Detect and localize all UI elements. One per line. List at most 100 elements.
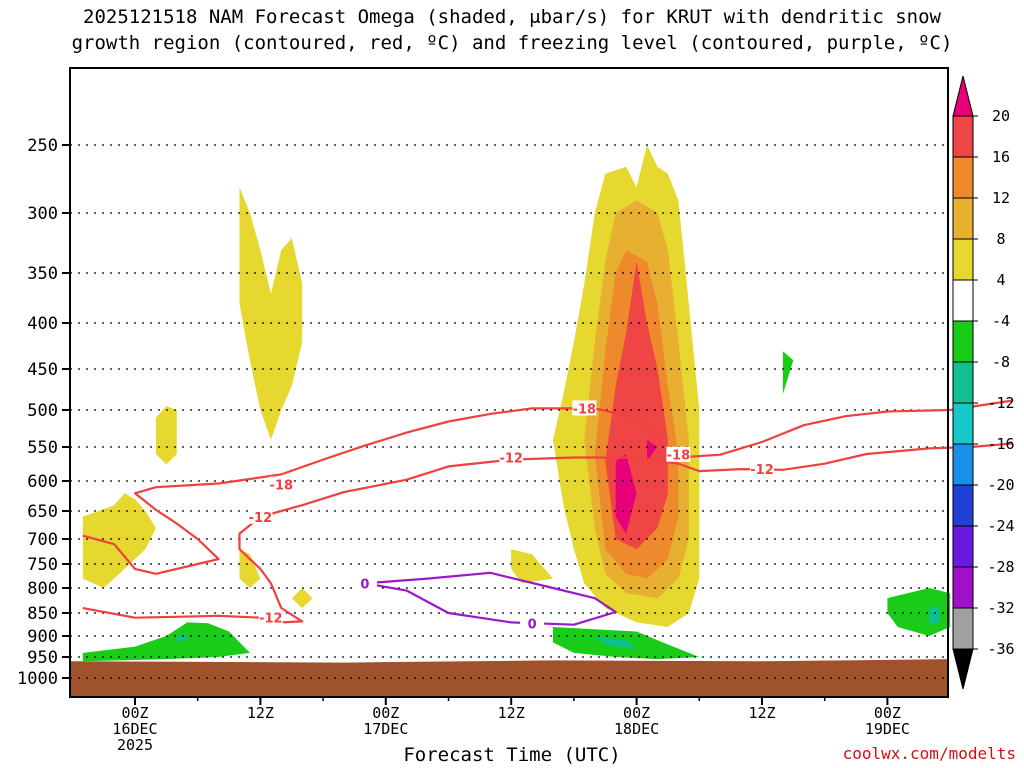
omega-region-green <box>82 622 250 662</box>
omega-region-teal <box>176 633 188 642</box>
credit-link[interactable]: coolwx.com/modelts <box>842 744 1016 763</box>
contour-label-bg <box>666 446 691 462</box>
x-tick-label: 12Z <box>748 704 775 722</box>
colorbar-label: 16 <box>992 148 1010 166</box>
y-tick-label: 900 <box>27 627 58 647</box>
omega-region-magenta <box>647 439 658 461</box>
x-tick-label: 00Z <box>874 704 901 722</box>
contour-label: -12 <box>750 463 774 478</box>
colorbar-segment <box>952 607 974 650</box>
colorbar-segment <box>952 156 974 199</box>
colorbar-label: 20 <box>992 107 1010 125</box>
y-tick-label: 400 <box>27 314 58 334</box>
x-tick-label: 00Z <box>623 704 650 722</box>
colorbar-label: -16 <box>987 435 1014 453</box>
ground-fill <box>70 659 948 697</box>
y-tick-label: 500 <box>27 401 58 421</box>
omega-region-teal <box>594 636 637 649</box>
ground-layer <box>70 659 948 697</box>
contour-label-bg <box>750 461 774 477</box>
y-tick-label: 950 <box>27 648 58 668</box>
colorbar-segment <box>952 115 974 158</box>
contour-label: -18 <box>270 479 294 494</box>
y-tick-label: 250 <box>27 136 58 156</box>
contour-freezing-0 <box>364 571 617 626</box>
colorbar-segment <box>952 361 974 404</box>
colorbar-segment <box>952 279 974 322</box>
omega-region-yellow <box>239 187 303 440</box>
contour-label: 0 <box>360 577 369 592</box>
y-tick-label: 700 <box>27 530 58 550</box>
colorbar-label: -24 <box>987 517 1014 535</box>
contours: -12 -12 -18 -18 -18 -12 -12 0 0 <box>82 399 1013 632</box>
colorbar-label: -8 <box>992 353 1010 371</box>
colorbar-label: 4 <box>996 271 1005 289</box>
x-axis-label: Forecast Time (UTC) <box>403 744 621 766</box>
contour-dendritic--18 <box>82 399 1013 575</box>
chart-title-line-2: growth region (contoured, red, ºC) and f… <box>71 32 953 54</box>
colorbar-label: -32 <box>987 599 1014 617</box>
contour-label-bg <box>248 508 273 524</box>
omega-region-yellow <box>155 406 177 465</box>
colorbar-segment <box>952 197 974 240</box>
x-tick-label: 16DEC <box>112 720 157 738</box>
omega-region-yellow <box>82 493 156 588</box>
colorbar-label: -20 <box>987 476 1014 494</box>
contour-label: 0 <box>528 617 537 632</box>
x-tick-label: 2025 <box>117 736 153 754</box>
colorbar-label: 8 <box>996 230 1005 248</box>
colorbar-segment <box>952 484 974 527</box>
colorbar-segment <box>952 238 974 281</box>
contour-label: -12 <box>259 612 283 627</box>
contour-label-bg <box>258 609 283 625</box>
x-tick-label: 12Z <box>247 704 274 722</box>
contour-label: -12 <box>499 452 523 467</box>
omega-region-yellow <box>291 588 313 609</box>
x-tick-label: 12Z <box>498 704 525 722</box>
y-tick-label: 800 <box>27 579 58 599</box>
colorbar-label: -12 <box>987 394 1014 412</box>
colorbar-segment <box>952 443 974 486</box>
y-tick-label: 1000 <box>17 669 58 689</box>
contour-label-bg <box>499 449 524 465</box>
colorbar-segment <box>952 566 974 609</box>
y-tick-label: 850 <box>27 604 58 624</box>
chart-title-line-1: 2025121518 NAM Forecast Omega (shaded, μ… <box>83 6 941 28</box>
contour-label-bg <box>352 575 377 591</box>
contour-label-bg <box>520 615 545 631</box>
colorbar-label: -4 <box>992 312 1010 330</box>
colorbar-label: 12 <box>992 189 1010 207</box>
contour-label-bg <box>269 476 294 492</box>
x-tick-label: 19DEC <box>865 720 910 738</box>
contour-label: -18 <box>573 402 597 417</box>
colorbar-arrow-bottom <box>952 648 974 690</box>
colorbar: 20 16 12 8 4 -4 -8 -12 -16 -20 -24 -28 -32 -36 <box>952 75 1015 690</box>
y-tick-label: 450 <box>27 360 58 380</box>
contour-label-bg <box>572 400 597 416</box>
omega-region-magenta <box>615 454 637 534</box>
y-tick-label: 300 <box>27 204 58 224</box>
y-tick-label: 350 <box>27 264 58 284</box>
colorbar-label: -28 <box>987 558 1014 576</box>
x-tick-label: 00Z <box>372 704 399 722</box>
y-tick-label: 650 <box>27 502 58 522</box>
contour-label: -18 <box>667 449 691 464</box>
omega-shading <box>82 145 951 662</box>
plot-border <box>69 67 949 698</box>
omega-region-green <box>887 588 951 636</box>
colorbar-segment <box>952 402 974 445</box>
contour-label: -12 <box>249 511 273 526</box>
omega-region-yellow <box>511 549 553 584</box>
y-axis-ticks: 250 300 350 400 450 500 550 600 650 700 750 800 850 9… <box>17 136 70 689</box>
omega-region-teal <box>929 605 940 625</box>
y-tick-label: 750 <box>27 555 58 575</box>
y-tick-label: 600 <box>27 472 58 492</box>
omega-region-green <box>782 351 794 395</box>
colorbar-segment <box>952 525 974 568</box>
plot-frame <box>69 67 949 698</box>
x-tick-label: 00Z <box>121 704 148 722</box>
omega-region-yellow <box>239 549 261 588</box>
colorbar-arrow-top <box>952 75 974 117</box>
